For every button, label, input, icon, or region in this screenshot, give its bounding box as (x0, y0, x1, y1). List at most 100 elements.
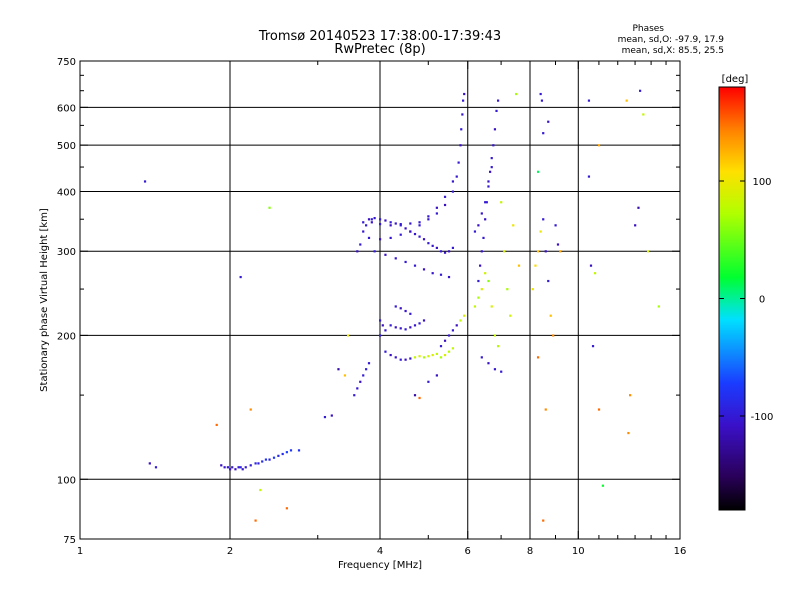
data-point (487, 185, 490, 188)
data-point (455, 324, 458, 327)
data-point (418, 235, 421, 238)
data-point (394, 305, 397, 308)
data-point (367, 218, 371, 221)
data-point (413, 232, 417, 236)
data-point (589, 264, 593, 267)
data-point (281, 452, 284, 456)
data-point (542, 218, 545, 221)
data-point (239, 275, 242, 279)
data-point (399, 224, 402, 227)
data-point (409, 230, 412, 233)
data-point (285, 507, 288, 510)
data-point (379, 334, 382, 337)
data-point (515, 92, 518, 96)
data-point (629, 394, 632, 397)
data-point (463, 92, 466, 96)
data-point (362, 374, 365, 377)
data-point (435, 206, 438, 209)
data-point (297, 449, 301, 452)
data-point (493, 334, 497, 337)
data-point (409, 312, 412, 315)
data-point (413, 356, 417, 359)
chart-title: Tromsø 20140523 17:38:00-17:39:43 (258, 29, 501, 44)
data-point (370, 218, 373, 221)
data-point (264, 458, 268, 461)
data-point (381, 324, 384, 327)
data-point (500, 201, 503, 204)
data-point (268, 458, 271, 461)
data-point (443, 353, 447, 357)
x-tick-label: 2 (227, 546, 233, 557)
data-point (496, 345, 500, 348)
data-point (223, 466, 226, 469)
data-point (473, 230, 477, 233)
data-point (384, 329, 387, 332)
data-point (443, 195, 447, 198)
data-point (500, 370, 503, 373)
data-point (435, 374, 438, 377)
data-point (226, 466, 230, 469)
data-point (231, 466, 234, 469)
data-point (459, 319, 462, 322)
data-point (399, 327, 402, 330)
data-point (249, 464, 252, 467)
data-point (346, 334, 350, 337)
data-point (435, 352, 438, 356)
data-point (422, 238, 426, 241)
data-point (625, 99, 628, 102)
data-point (384, 219, 387, 222)
data-point (536, 170, 540, 173)
data-point (479, 264, 482, 267)
data-point (439, 273, 443, 276)
data-point (627, 431, 630, 435)
data-point (394, 257, 397, 260)
data-point (261, 460, 264, 463)
data-point (531, 288, 534, 291)
data-point (443, 339, 447, 342)
data-point (480, 250, 483, 253)
data-point (443, 203, 447, 207)
data-point (459, 144, 462, 147)
data-point (439, 250, 443, 253)
data-point (379, 218, 382, 221)
data-point (447, 350, 451, 353)
data-point (490, 305, 493, 308)
data-point (409, 357, 412, 360)
data-point (365, 224, 368, 227)
data-point (455, 175, 458, 178)
y-tick-label: 100 (57, 475, 76, 486)
data-point (239, 466, 242, 469)
data-point (353, 394, 356, 397)
data-point (365, 368, 368, 371)
data-point (549, 314, 552, 317)
data-point (404, 358, 407, 361)
data-point (539, 230, 542, 233)
data-point (460, 128, 463, 131)
data-point (657, 305, 660, 308)
phases-o-stats: mean, sd,O: -97.9, 17.9 (618, 35, 725, 45)
data-point (389, 224, 392, 227)
data-point (601, 484, 605, 487)
data-point (509, 314, 512, 317)
data-point (642, 113, 645, 116)
data-point (389, 353, 392, 357)
data-point (330, 414, 333, 417)
y-tick-label: 750 (57, 57, 76, 68)
data-point (544, 250, 547, 253)
grid-lines (80, 61, 680, 539)
data-point (379, 223, 382, 226)
y-tick-label: 500 (57, 141, 76, 152)
data-point (254, 462, 257, 465)
data-point (477, 224, 480, 227)
data-point (512, 224, 515, 227)
data-point (362, 230, 365, 233)
data-point (431, 244, 434, 247)
data-point (413, 264, 417, 267)
data-point (413, 394, 417, 397)
data-point (637, 206, 640, 209)
colorbar-ticks: 100 0 -100 (719, 177, 773, 423)
data-point (404, 227, 407, 230)
data-point (435, 246, 438, 249)
data-point (399, 307, 402, 310)
